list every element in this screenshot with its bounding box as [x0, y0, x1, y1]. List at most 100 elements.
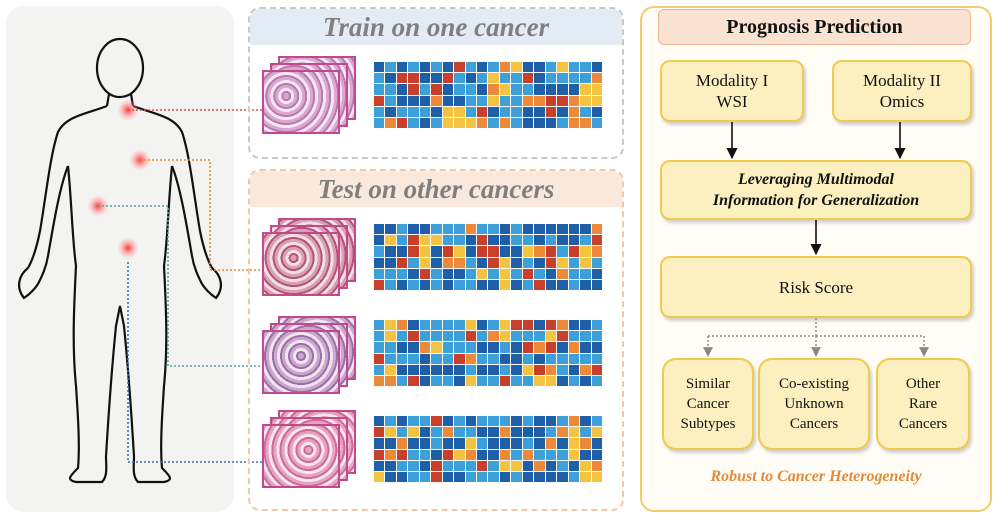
heatmap-cell [522, 246, 534, 257]
heatmap-cell [465, 449, 477, 460]
leveraging-multimodal-box: Leveraging Multimodal Information for Ge… [660, 160, 972, 220]
heatmap-cell [522, 106, 534, 117]
heatmap-cell [511, 342, 522, 353]
heatmap-cell [534, 438, 545, 449]
heatmap-cell [499, 460, 511, 471]
heatmap-cell [557, 246, 568, 257]
out3-line2: Rare [908, 396, 938, 412]
heatmap-cell [385, 246, 396, 257]
heatmap-cell [431, 342, 442, 353]
heatmap-cell [591, 320, 602, 331]
heatmap-cell [431, 438, 442, 449]
heatmap-cell [499, 106, 511, 117]
heatmap-cell [580, 320, 591, 331]
heatmap-cell [442, 460, 454, 471]
heatmap-cell [385, 73, 396, 84]
heatmap-cell [374, 427, 385, 438]
heatmap-cell [488, 449, 499, 460]
omics-heatmap [374, 62, 602, 128]
heatmap-cell [431, 246, 442, 257]
heatmap-cell [534, 279, 545, 290]
robust-footer: Robust to Cancer Heterogeneity [710, 468, 922, 485]
heatmap-cell [396, 62, 408, 73]
heatmap-cell [488, 235, 499, 246]
heatmap-cell [465, 416, 477, 427]
heatmap-cell [591, 471, 602, 482]
heatmap-cell [465, 460, 477, 471]
wsi-slide-tile [262, 330, 340, 394]
heatmap-cell [431, 224, 442, 235]
heatmap-cell [431, 449, 442, 460]
heatmap-cell [522, 427, 534, 438]
heatmap-cell [591, 331, 602, 342]
heatmap-cell [591, 364, 602, 375]
heatmap-cell [442, 427, 454, 438]
omics-heatmap [374, 416, 602, 482]
heatmap-cell [591, 416, 602, 427]
heatmap-cell [419, 320, 431, 331]
heatmap-cell [454, 62, 465, 73]
heatmap-cell [442, 331, 454, 342]
heatmap-cell [465, 95, 477, 106]
heatmap-cell [419, 438, 431, 449]
heatmap-cell [465, 106, 477, 117]
heatmap-cell [396, 331, 408, 342]
out3-line1: Other [905, 376, 941, 392]
modality2-sublabel: Omics [879, 92, 925, 111]
heatmap-cell [408, 427, 419, 438]
heatmap-cell [396, 106, 408, 117]
heatmap-cell [465, 364, 477, 375]
heatmap-cell [591, 375, 602, 386]
heatmap-cell [408, 331, 419, 342]
heatmap-cell [465, 268, 477, 279]
heatmap-cell [465, 62, 477, 73]
heatmap-cell [522, 331, 534, 342]
heatmap-cell [374, 342, 385, 353]
heatmap-cell [442, 106, 454, 117]
heatmap-cell [374, 224, 385, 235]
out1-line1: Similar [685, 376, 731, 392]
heatmap-cell [442, 224, 454, 235]
heatmap-cell [580, 84, 591, 95]
heatmap-cell [385, 438, 396, 449]
heatmap-cell [374, 460, 385, 471]
heatmap-cell [477, 235, 488, 246]
heatmap-cell [580, 106, 591, 117]
heatmap-cell [396, 73, 408, 84]
modality-wsi-box: Modality I WSI [660, 60, 804, 122]
heatmap-cell [580, 353, 591, 364]
similar-subtypes-box: Similar Cancer Subtypes [662, 358, 754, 450]
heatmap-cell [522, 257, 534, 268]
heatmap-cell [511, 62, 522, 73]
heatmap-cell [396, 353, 408, 364]
heatmap-cell [396, 268, 408, 279]
risk-score-label: Risk Score [778, 277, 854, 297]
heatmap-cell [568, 427, 580, 438]
heatmap-cell [396, 257, 408, 268]
heatmap-cell [488, 279, 499, 290]
heatmap-cell [534, 375, 545, 386]
heatmap-cell [534, 257, 545, 268]
heatmap-cell [408, 257, 419, 268]
heatmap-cell [488, 84, 499, 95]
heatmap-cell [385, 331, 396, 342]
heatmap-cell [396, 438, 408, 449]
heatmap-cell [431, 427, 442, 438]
heatmap-cell [408, 224, 419, 235]
heatmap-cell [534, 268, 545, 279]
heatmap-cell [419, 353, 431, 364]
heatmap-cell [431, 235, 442, 246]
heatmap-cell [545, 257, 557, 268]
heatmap-cell [580, 62, 591, 73]
heatmap-cell [442, 279, 454, 290]
omics-heatmap [374, 320, 602, 386]
heatmap-cell [396, 449, 408, 460]
heatmap-cell [419, 471, 431, 482]
heatmap-cell [477, 224, 488, 235]
heatmap-cell [545, 331, 557, 342]
heatmap-cell [591, 84, 602, 95]
heatmap-cell [488, 353, 499, 364]
test-title: Test on other cancers [317, 174, 555, 204]
heatmap-cell [442, 375, 454, 386]
